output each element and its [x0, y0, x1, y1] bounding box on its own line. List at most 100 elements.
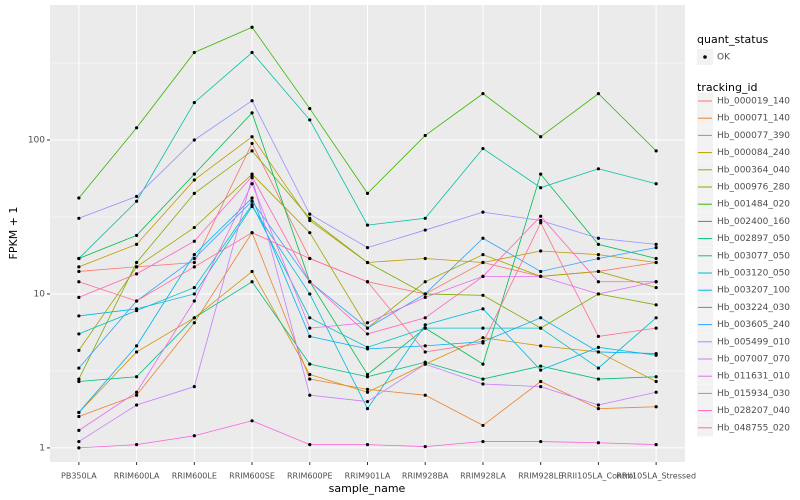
x-tick-label: PB350LA [61, 472, 97, 481]
legend-label: Hb_000019_140 [717, 97, 790, 107]
data-point [539, 316, 543, 320]
point-legend-title: quant_status [697, 33, 769, 46]
data-point [77, 314, 81, 318]
data-point [596, 377, 601, 381]
data-point [134, 265, 139, 269]
data-point [192, 239, 196, 243]
data-point [308, 216, 312, 220]
data-point [77, 366, 81, 370]
data-point [654, 182, 658, 186]
x-axis-label: sample_name [329, 482, 406, 495]
data-point [539, 269, 543, 274]
data-point [77, 446, 81, 450]
data-point [77, 428, 81, 432]
data-point [596, 350, 601, 354]
data-point [250, 196, 254, 200]
data-point [192, 385, 196, 389]
data-point [134, 393, 139, 397]
data-point [192, 434, 196, 438]
legend-title: tracking_id [697, 81, 758, 94]
legend-label: Hb_011631_010 [717, 372, 790, 382]
legend-label: Hb_003077_050 [717, 251, 790, 261]
lines [77, 25, 658, 450]
data-point [423, 444, 427, 449]
data-point [77, 439, 81, 444]
data-point [654, 379, 658, 384]
data-point [308, 212, 312, 216]
data-point [654, 303, 658, 307]
x-tick-label: RRIM928BA [402, 472, 449, 481]
data-point [308, 256, 312, 261]
data-point [596, 292, 601, 296]
data-point [596, 345, 601, 349]
data-point [481, 253, 485, 257]
data-point [539, 344, 543, 348]
data-point [77, 265, 81, 269]
data-point [539, 221, 543, 225]
y-tick-label: 100 [28, 135, 45, 145]
data-point [539, 218, 543, 223]
data-point [134, 344, 139, 348]
data-point [365, 387, 370, 391]
data-point [481, 326, 485, 330]
data-point [134, 375, 139, 379]
data-point [192, 265, 196, 269]
data-point [77, 269, 81, 274]
legend-label: Hb_003120_050 [717, 269, 790, 279]
data-point [308, 231, 312, 235]
data-point [365, 280, 370, 284]
data-point [250, 231, 254, 235]
legend-label: Hb_003224_030 [717, 303, 790, 313]
data-point [481, 210, 485, 214]
data-point [596, 256, 601, 261]
data-point [192, 321, 196, 325]
data-point [250, 25, 254, 29]
data-point [596, 236, 601, 240]
data-point [596, 242, 601, 246]
legend-label: Hb_000364_040 [717, 165, 790, 175]
data-point [481, 274, 485, 279]
data-point [308, 372, 312, 377]
data-point [192, 256, 196, 261]
data-point [539, 214, 543, 218]
data-point [250, 111, 254, 115]
data-point [654, 443, 658, 447]
legend-label: Hb_007007_070 [717, 355, 790, 365]
data-point [423, 326, 427, 330]
data-point [481, 236, 485, 240]
data-point [134, 233, 139, 238]
data-point [192, 260, 196, 265]
data-point [365, 246, 370, 250]
data-point [365, 326, 370, 330]
data-point [596, 441, 601, 445]
data-point [192, 138, 196, 142]
x-tick-label: RRIM928LA [460, 472, 506, 481]
data-point [365, 372, 370, 377]
x-tick-label: RRIM600PE [287, 472, 333, 481]
data-point [192, 299, 196, 303]
data-point [481, 439, 485, 444]
data-point [250, 174, 254, 179]
data-point [308, 292, 312, 296]
data-point [192, 50, 196, 55]
data-point [654, 351, 658, 356]
data-point [192, 292, 196, 296]
data-point [250, 50, 254, 55]
data-point [596, 366, 601, 370]
data-point [423, 393, 427, 397]
data-point [423, 216, 427, 220]
data-point [654, 260, 658, 265]
data-point [77, 377, 81, 381]
legend-label: Hb_002897_050 [717, 234, 790, 244]
x-tick-label: RRIM600LE [172, 472, 217, 481]
data-point [308, 316, 312, 320]
data-point [423, 280, 427, 284]
x-tick-label: RRII105LA_Control [561, 472, 635, 481]
data-point [423, 350, 427, 354]
data-point [250, 182, 254, 186]
data-point [539, 379, 543, 384]
data-point [539, 439, 543, 444]
data-point [77, 280, 81, 284]
data-point [250, 99, 254, 103]
data-point [308, 106, 312, 111]
